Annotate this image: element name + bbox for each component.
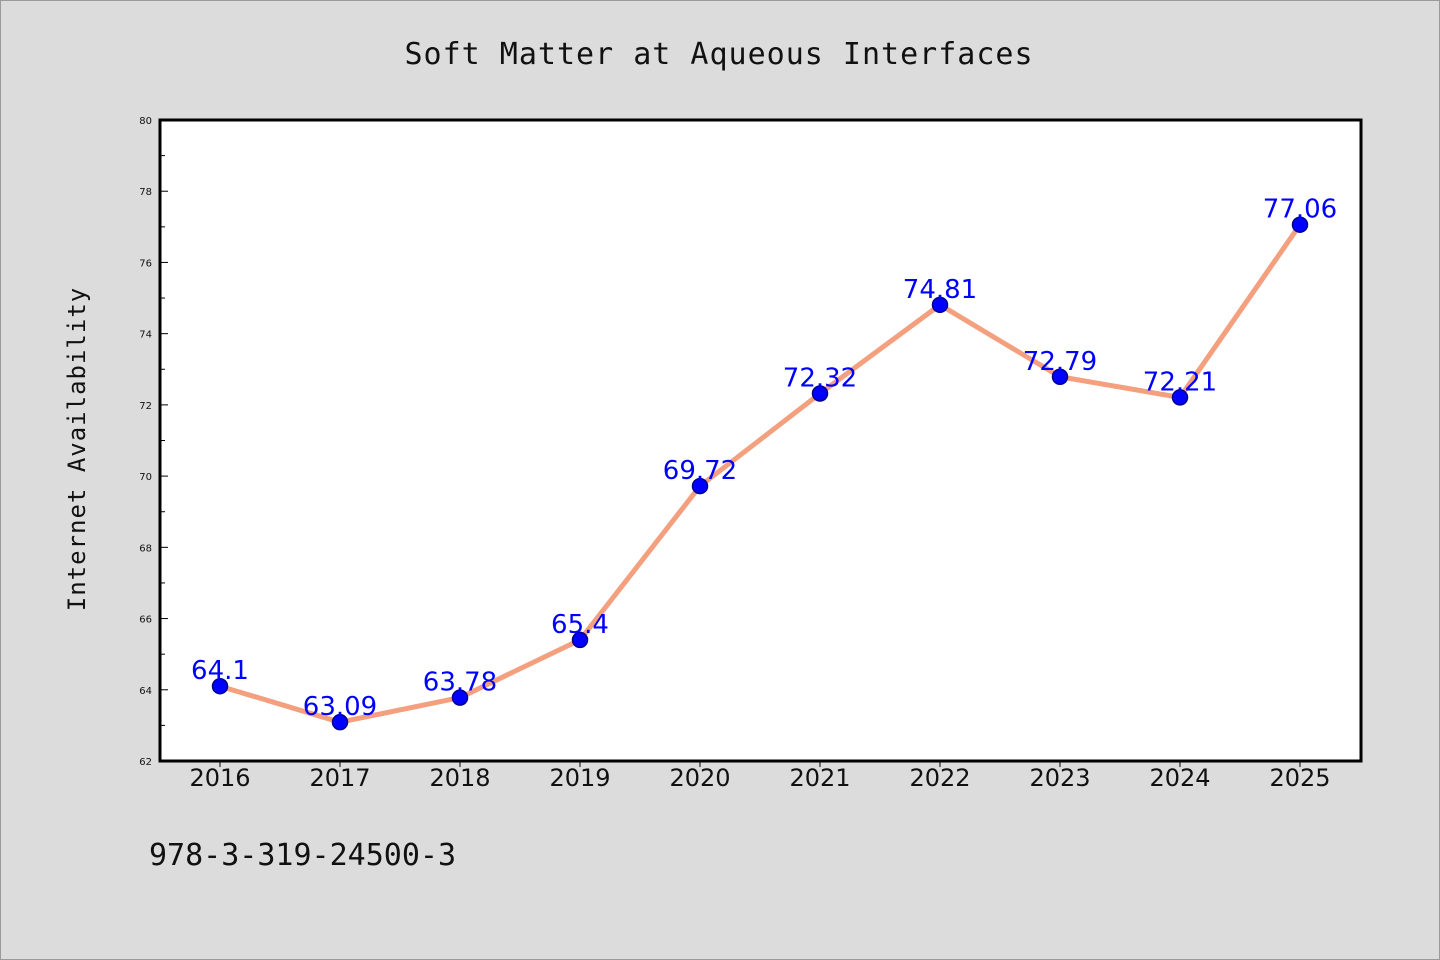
data-label: 65.4 bbox=[551, 610, 609, 640]
data-label: 63.09 bbox=[303, 692, 377, 722]
y-axis: 62 64 66 68 70 72 74 76 78 80 bbox=[139, 116, 168, 768]
y-tick-label: 78 bbox=[139, 187, 152, 198]
x-tick-label: 2022 bbox=[909, 764, 970, 792]
y-tick-label: 72 bbox=[139, 401, 152, 412]
data-label: 72.79 bbox=[1023, 347, 1097, 377]
x-tick-label: 2016 bbox=[189, 764, 250, 792]
isbn-footnote: 978-3-319-24500-3 bbox=[149, 838, 456, 873]
data-label: 77.06 bbox=[1263, 195, 1337, 225]
x-tick-label: 2018 bbox=[429, 764, 490, 792]
data-point bbox=[1291, 216, 1309, 233]
series-line bbox=[217, 222, 1303, 725]
data-point bbox=[1171, 389, 1189, 406]
chart-title: Soft Matter at Aqueous Interfaces bbox=[404, 37, 1033, 72]
data-point bbox=[931, 296, 949, 314]
y-tick-label: 66 bbox=[139, 615, 152, 626]
x-tick-label: 2017 bbox=[309, 764, 370, 792]
series-layer: 64.1 63.09 63.78 65.4 69.72 72.32 74.81 72.79 72… bbox=[191, 195, 1337, 731]
x-tick-label: 2021 bbox=[789, 764, 850, 792]
data-point bbox=[451, 689, 469, 706]
y-tick-label: 64 bbox=[139, 686, 152, 697]
y-tick-label: 76 bbox=[139, 258, 152, 269]
x-tick-label: 2025 bbox=[1269, 764, 1330, 792]
x-tick-label: 2024 bbox=[1149, 764, 1210, 792]
y-tick-label: 68 bbox=[139, 543, 152, 554]
data-point bbox=[331, 713, 349, 731]
data-label: 63.78 bbox=[423, 668, 497, 698]
data-label: 64.1 bbox=[191, 656, 249, 686]
data-point bbox=[211, 677, 229, 695]
data-point bbox=[811, 385, 829, 402]
x-tick-label: 2020 bbox=[669, 764, 730, 792]
y-tick-label: 80 bbox=[139, 116, 152, 127]
x-tick-label: 2023 bbox=[1029, 764, 1090, 792]
data-label: 69.72 bbox=[663, 456, 737, 486]
y-axis-label: Internet Availability bbox=[63, 287, 91, 611]
y-tick-label: 74 bbox=[139, 330, 152, 341]
x-axis: 2016 2017 2018 2019 2020 2021 2022 2023 2024 2025 bbox=[189, 761, 1331, 792]
data-label: 72.32 bbox=[783, 363, 857, 393]
data-point bbox=[691, 477, 709, 495]
y-tick-label: 62 bbox=[139, 757, 152, 768]
data-point bbox=[1051, 368, 1069, 386]
x-tick-label: 2019 bbox=[549, 764, 610, 792]
y-tick-label: 70 bbox=[139, 472, 152, 483]
data-point bbox=[571, 631, 589, 649]
data-label: 74.81 bbox=[903, 275, 977, 305]
data-label: 72.21 bbox=[1143, 367, 1217, 397]
